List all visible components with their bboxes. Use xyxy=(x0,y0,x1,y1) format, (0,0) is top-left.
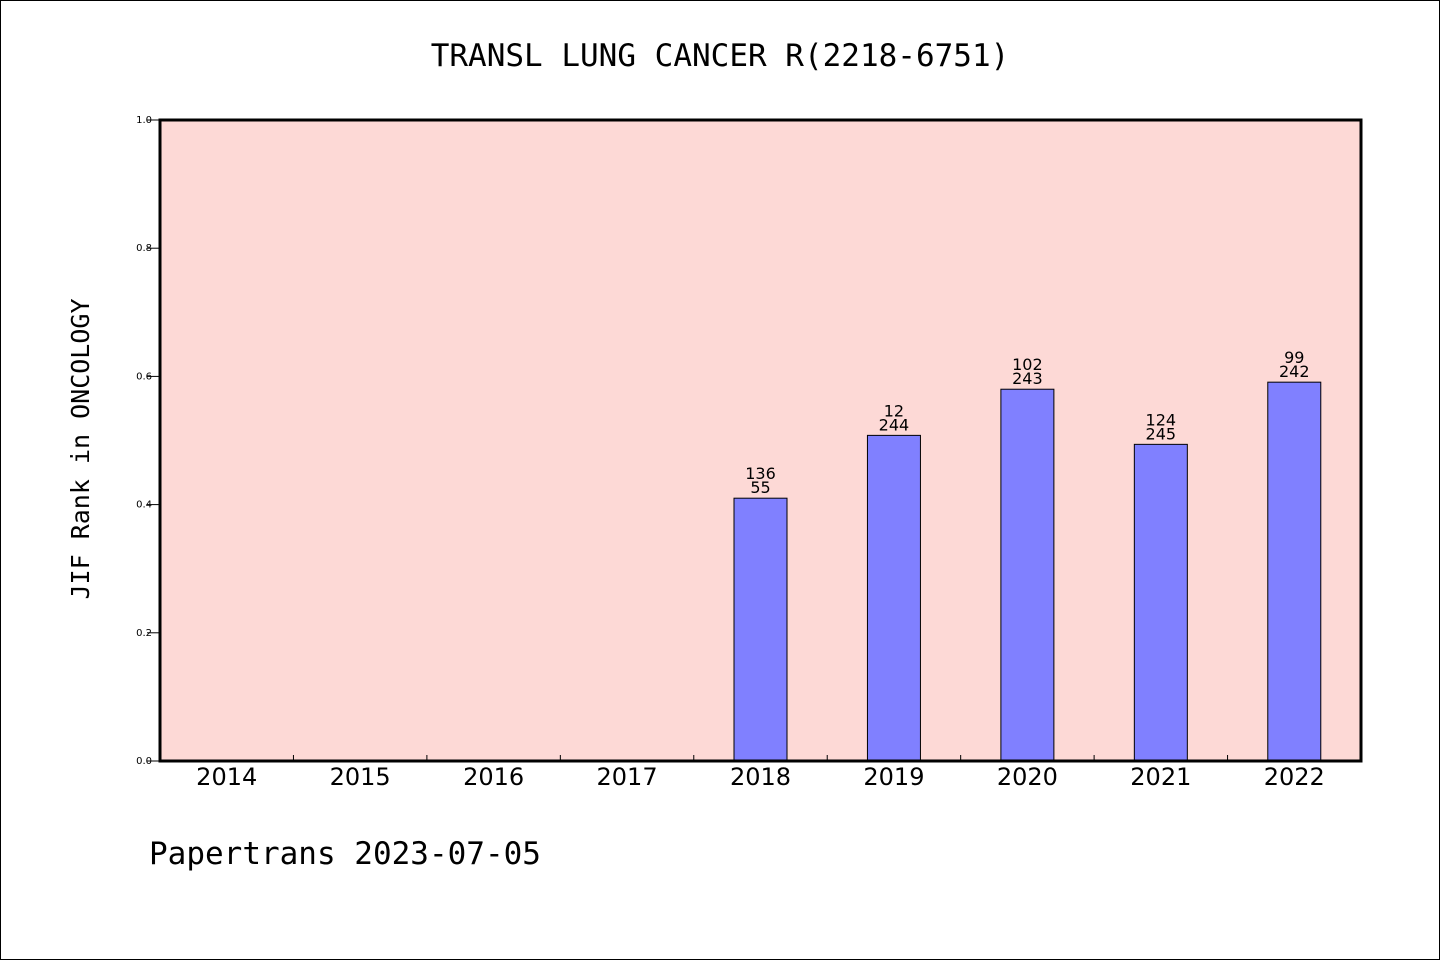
y-axis-label: JIF Rank in ONCOLOGY xyxy=(66,298,95,599)
bar-2020 xyxy=(1000,388,1055,762)
y-tick-label-0.6: 0.6 xyxy=(136,371,152,382)
bar-label-total-2019: 244 xyxy=(879,415,910,434)
y-tick-label-1.0: 1.0 xyxy=(136,115,152,126)
footer-watermark: Papertrans 2023-07-05 xyxy=(149,836,541,872)
bar-2018 xyxy=(733,497,788,762)
x-tick-label-2020: 2020 xyxy=(997,763,1058,791)
bars-group xyxy=(733,381,1322,762)
x-tick-label-2017: 2017 xyxy=(597,763,658,791)
bar-2019 xyxy=(866,434,921,762)
y-tick-label-0.2: 0.2 xyxy=(136,628,152,639)
bar-2021 xyxy=(1133,443,1188,762)
chart-title: TRANSL LUNG CANCER R(2218-6751) xyxy=(431,38,1010,74)
x-tick-label-2015: 2015 xyxy=(330,763,391,791)
bar-label-total-2018: 55 xyxy=(750,478,770,497)
bar-label-rank-2020: 102 xyxy=(1012,355,1043,374)
bar-2022 xyxy=(1267,381,1322,762)
x-axis: 2014 2015 2016 2017 2018 2019 2020 2021 2022 xyxy=(196,755,1325,791)
x-tick-label-2021: 2021 xyxy=(1130,763,1191,791)
y-axis: 0.0 0.2 0.4 0.6 0.8 1.0 xyxy=(136,115,160,767)
y-tick-label-0.4: 0.4 xyxy=(136,500,152,511)
bar-label-rank-2021: 124 xyxy=(1146,410,1177,429)
x-tick-label-2019: 2019 xyxy=(863,763,924,791)
bar-label-rank-2019: 12 xyxy=(884,401,904,420)
x-tick-label-2016: 2016 xyxy=(463,763,524,791)
bar-label-total-2020: 243 xyxy=(1012,369,1043,388)
y-tick-label-0.0: 0.0 xyxy=(136,756,152,767)
x-tick-label-2022: 2022 xyxy=(1264,763,1325,791)
bar-label-rank-2018: 136 xyxy=(745,464,776,483)
bar-label-total-2022: 242 xyxy=(1279,362,1310,381)
y-tick-label-0.8: 0.8 xyxy=(136,243,152,254)
bar-label-total-2021: 245 xyxy=(1146,424,1177,443)
plot-border xyxy=(158,118,1363,763)
bar-label-rank-2022: 99 xyxy=(1284,348,1304,367)
x-tick-label-2018: 2018 xyxy=(730,763,791,791)
x-tick-label-2014: 2014 xyxy=(196,763,257,791)
